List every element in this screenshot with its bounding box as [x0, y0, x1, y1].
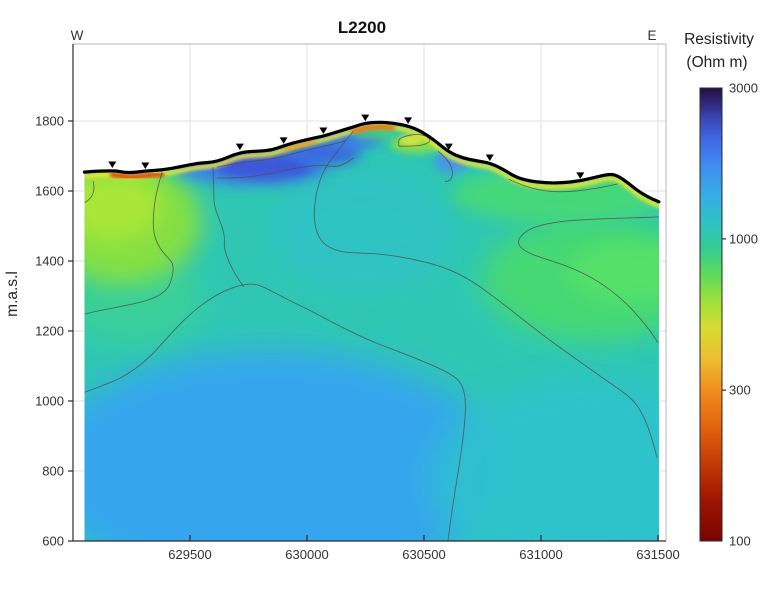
y-tick-label: 800: [42, 464, 64, 479]
contour-line-deep-arch: [84, 283, 466, 541]
contour-line-small-right-hook: [437, 150, 453, 183]
contour-line-bench-shallow: [508, 178, 618, 193]
colorbar-layer: 3000 1000 300 100: [699, 81, 758, 549]
color-feature-upper-left-green-core: [84, 172, 163, 243]
colorbar-tick-label: 100: [729, 534, 751, 549]
y-tick-label: 1800: [35, 114, 64, 129]
electrode-marker: [444, 143, 453, 151]
x-tick-label: 631000: [519, 547, 562, 562]
color-feature-rightflank-yellow-core: [399, 135, 424, 145]
color-feature-bottom-right-cyan-zone: [431, 378, 659, 541]
electrode-marker: [108, 161, 117, 168]
colorbar-title-line1: Resistivity: [684, 31, 754, 48]
color-feature-bottom-left-blue-zone: [84, 349, 501, 541]
yellow-surface-strip: [84, 124, 659, 209]
topography-line: [82, 120, 661, 204]
color-feature-mid-right-green-core: [568, 241, 659, 302]
contour-line-flank-shallow-2: [216, 157, 354, 179]
contour-lines-layer: [84, 130, 659, 541]
y-tick-label: 1000: [35, 394, 64, 409]
y-tick-label: 1200: [35, 324, 64, 339]
x-tick-label: 629500: [168, 547, 211, 562]
electrode-marker: [319, 127, 328, 135]
axes-layer: 629500 630000 630500 631000 631500 1800 1600 14…: [35, 43, 680, 562]
contour-line-saddle-descent: [212, 167, 245, 288]
y-tick-label: 600: [42, 534, 64, 549]
y-tick-label: 1400: [35, 254, 64, 269]
x-tick-label: 631500: [636, 547, 679, 562]
electrode-marker: [141, 162, 150, 170]
colorbar-bar: [699, 87, 723, 542]
resistivity-field-layer: [84, 122, 659, 541]
contour-line-flank-shallow-1: [216, 140, 346, 168]
electrode-marker: [404, 117, 413, 124]
electrode-marker: [485, 154, 494, 161]
west-label: W: [71, 28, 84, 43]
redorange-surface-strip-peak: [351, 124, 396, 134]
electrode-marker: [235, 143, 244, 151]
colorbar-tick-label: 300: [729, 383, 751, 398]
contour-line-left-green-boundary: [84, 171, 174, 315]
topography-layer: [82, 114, 661, 204]
colorbar-tick-label: 1000: [729, 231, 758, 246]
y-axis-label: m.a.s.l: [4, 271, 21, 317]
y-tick-label: 1600: [35, 184, 64, 199]
plot-title: L2200: [338, 18, 386, 37]
electrode-marker: [576, 172, 585, 179]
electrode-marker: [361, 114, 370, 122]
contour-line-right-c-loop: [518, 216, 659, 344]
colorbar-title-line2: (Ohm m): [686, 54, 747, 71]
contour-line-left-edge-arc: [84, 181, 95, 204]
orange-surface-strip-mid: [281, 140, 316, 152]
color-feature-center-mid-cyan: [271, 170, 451, 291]
red-surface-strip-left: [109, 172, 165, 180]
colorbar-tick-label: 3000: [729, 81, 758, 96]
east-label: E: [647, 28, 656, 43]
electrode-marker: [279, 137, 288, 144]
x-tick-label: 630500: [402, 547, 445, 562]
contour-line-central-diagonal: [313, 130, 658, 459]
color-feature-leftflank-blue-deep: [215, 153, 312, 180]
x-tick-label: 630000: [285, 547, 328, 562]
